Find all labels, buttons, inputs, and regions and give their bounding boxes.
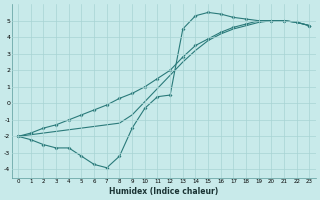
X-axis label: Humidex (Indice chaleur): Humidex (Indice chaleur) [109,187,219,196]
